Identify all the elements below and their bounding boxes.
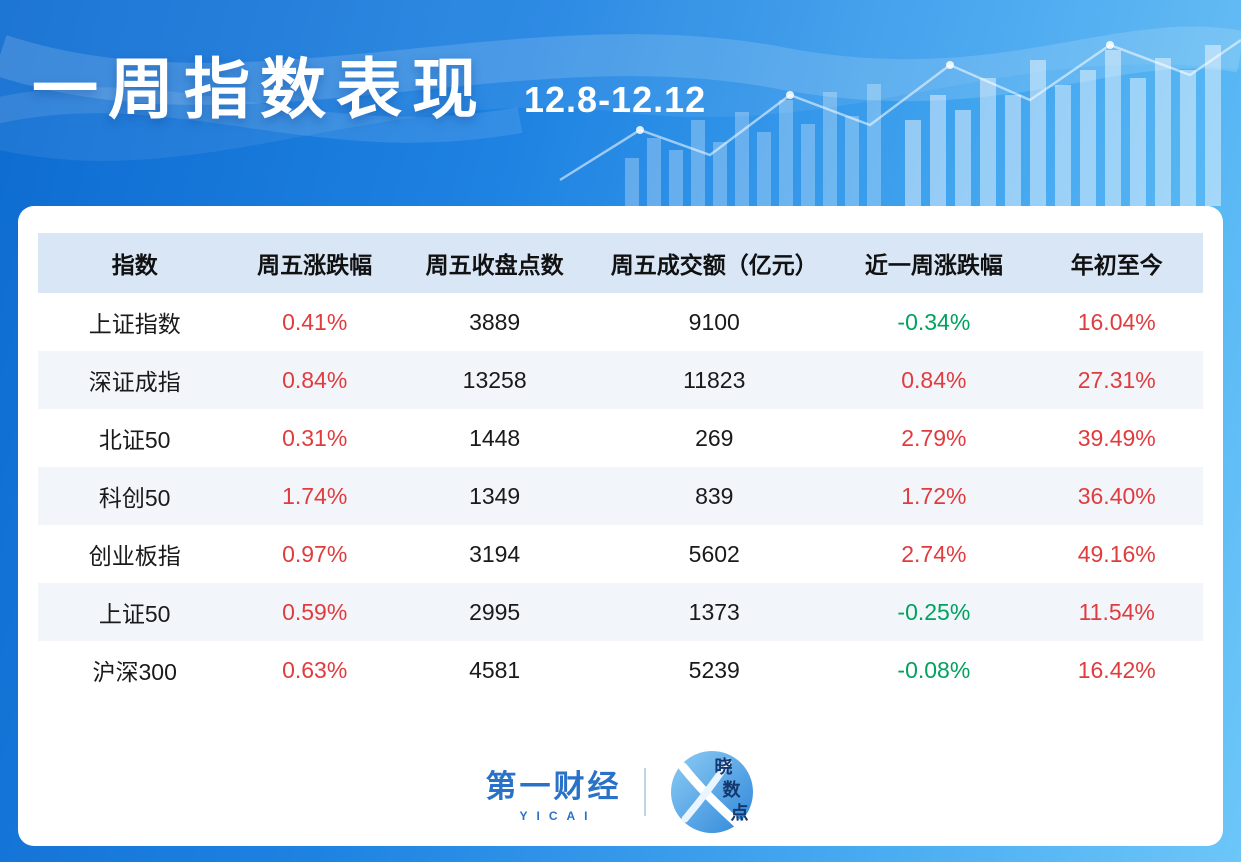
- friday-turnover-cell: 269: [695, 424, 734, 451]
- week-change-cell: -0.34%: [897, 308, 971, 335]
- friday-turnover-cell: 11823: [683, 366, 746, 393]
- ytd-change-cell: 36.40%: [1077, 482, 1156, 509]
- index-performance-table: 指数 周五涨跌幅 周五收盘点数 周五成交额（亿元） 近一周涨跌幅 年初至今 上证…: [38, 233, 1203, 699]
- ytd-change-cell: 16.04%: [1077, 308, 1156, 335]
- xsd-char-1: 晓: [714, 757, 733, 777]
- week-change-cell: 0.84%: [901, 366, 967, 393]
- brand-divider: [643, 768, 646, 816]
- ytd-change-cell: 39.49%: [1077, 424, 1156, 451]
- col-ytd-change: 年初至今: [1070, 252, 1163, 278]
- friday-change-cell: 0.97%: [282, 540, 348, 567]
- friday-change-cell: 0.41%: [282, 308, 348, 335]
- xsd-char-3: 点: [730, 803, 749, 823]
- friday-close-cell: 1349: [469, 482, 521, 509]
- table-body: 上证指数 0.41% 3889 9100 -0.34% 16.04% 深证成指 …: [38, 293, 1203, 699]
- page-title: 一周指数表现: [32, 52, 488, 126]
- col-index-name: 指数: [111, 252, 158, 278]
- table-row: 深证成指 0.84% 13258 11823 0.84% 27.31%: [38, 351, 1203, 409]
- week-change-cell: -0.25%: [897, 598, 971, 625]
- xiaoshudian-logo: 晓 数 点: [668, 748, 756, 836]
- yicai-logo-subtext: YICAI: [519, 809, 597, 823]
- index-name-cell: 科创50: [98, 485, 171, 511]
- footer-brands: 第一财经 YICAI 晓 数 点: [18, 748, 1223, 836]
- xsd-char-2: 数: [722, 780, 741, 800]
- friday-close-cell: 1448: [469, 424, 521, 451]
- friday-close-cell: 13258: [462, 366, 527, 393]
- table-header-row: 指数 周五涨跌幅 周五收盘点数 周五成交额（亿元） 近一周涨跌幅 年初至今: [38, 233, 1203, 293]
- xiaoshudian-circle-icon: [670, 751, 753, 833]
- index-name-cell: 创业板指: [88, 543, 181, 569]
- friday-turnover-cell: 9100: [688, 308, 740, 335]
- friday-turnover-cell: 839: [695, 482, 734, 509]
- index-name-cell: 上证指数: [88, 311, 181, 337]
- yicai-logo-text: 第一财经: [485, 769, 622, 804]
- title-block: 一周指数表现 12.8-12.12: [32, 56, 706, 122]
- index-name-cell: 北证50: [98, 427, 171, 453]
- yicai-logo: 第一财经 YICAI: [486, 761, 622, 823]
- table-row: 创业板指 0.97% 3194 5602 2.74% 49.16%: [38, 525, 1203, 583]
- index-name-cell: 沪深300: [92, 659, 177, 685]
- week-change-cell: 2.79%: [901, 424, 967, 451]
- friday-change-cell: 1.74%: [282, 482, 348, 509]
- table-row: 上证50 0.59% 2995 1373 -0.25% 11.54%: [38, 583, 1203, 641]
- table-row: 沪深300 0.63% 4581 5239 -0.08% 16.42%: [38, 641, 1203, 699]
- index-name-cell: 上证50: [98, 601, 171, 627]
- friday-change-cell: 0.31%: [282, 424, 348, 451]
- week-change-cell: 1.72%: [901, 482, 967, 509]
- table-row: 上证指数 0.41% 3889 9100 -0.34% 16.04%: [38, 293, 1203, 351]
- friday-turnover-cell: 1373: [688, 598, 740, 625]
- friday-change-cell: 0.84%: [282, 366, 348, 393]
- col-week-change: 近一周涨跌幅: [864, 252, 1003, 278]
- content-panel: 指数 周五涨跌幅 周五收盘点数 周五成交额（亿元） 近一周涨跌幅 年初至今 上证…: [18, 206, 1223, 846]
- ytd-change-cell: 16.42%: [1077, 656, 1156, 683]
- ytd-change-cell: 27.31%: [1077, 366, 1156, 393]
- friday-close-cell: 3889: [469, 308, 521, 335]
- table-row: 科创50 1.74% 1349 839 1.72% 36.40%: [38, 467, 1203, 525]
- friday-close-cell: 4581: [469, 656, 521, 683]
- friday-turnover-cell: 5239: [688, 656, 740, 683]
- col-friday-change: 周五涨跌幅: [257, 252, 373, 278]
- week-change-cell: 2.74%: [901, 540, 967, 567]
- ytd-change-cell: 11.54%: [1078, 598, 1155, 625]
- index-name-cell: 深证成指: [88, 369, 181, 395]
- friday-close-cell: 3194: [469, 540, 521, 567]
- header-decoration-chart: [0, 0, 1241, 206]
- friday-change-cell: 0.59%: [282, 598, 348, 625]
- date-range: 12.8-12.12: [524, 79, 707, 120]
- table-row: 北证50 0.31% 1448 269 2.79% 39.49%: [38, 409, 1203, 467]
- page-header: 一周指数表现 12.8-12.12: [0, 0, 1241, 206]
- ytd-change-cell: 49.16%: [1077, 540, 1156, 567]
- friday-close-cell: 2995: [469, 598, 521, 625]
- week-change-cell: -0.08%: [897, 656, 971, 683]
- col-friday-close: 周五收盘点数: [425, 252, 564, 278]
- friday-change-cell: 0.63%: [282, 656, 348, 683]
- col-friday-turnover: 周五成交额（亿元）: [610, 252, 818, 278]
- friday-turnover-cell: 5602: [688, 540, 740, 567]
